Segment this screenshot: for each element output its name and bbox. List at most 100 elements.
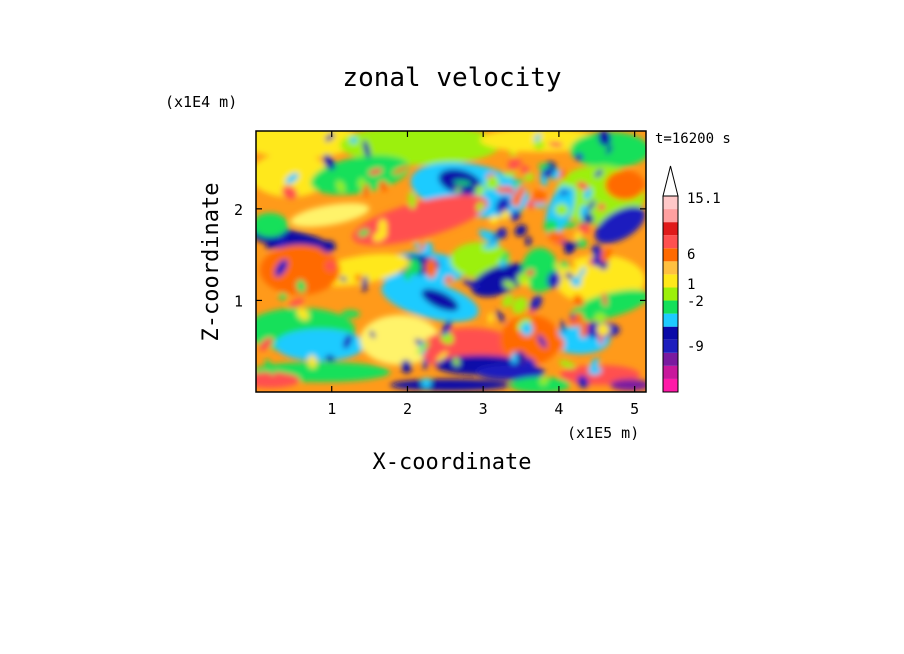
- field-patch: [597, 191, 607, 203]
- field-patch: [583, 213, 594, 224]
- field-patch: [559, 360, 576, 369]
- colorbar-bin: [663, 339, 678, 353]
- x-tick-label: 2: [403, 400, 412, 418]
- field-patch: [578, 224, 591, 234]
- field-patch: [565, 272, 573, 279]
- field-patch: [511, 193, 522, 207]
- field-patch: [256, 213, 288, 237]
- field-patch: [532, 189, 547, 204]
- field-patch: [392, 165, 409, 175]
- field-patch: [483, 242, 499, 249]
- field-patch: [577, 266, 586, 280]
- field-patch: [524, 357, 536, 373]
- field-patch: [422, 358, 428, 370]
- field-patch: [496, 227, 507, 240]
- field-patch: [500, 210, 510, 221]
- field-patch: [443, 275, 454, 284]
- colorbar-bin: [663, 378, 678, 392]
- colorbar-bin: [663, 222, 678, 236]
- field-patch: [495, 310, 505, 323]
- field-patch: [474, 185, 485, 196]
- x-tick-label: 5: [630, 400, 639, 418]
- field-patch: [273, 371, 285, 381]
- x-axis-label: X-coordinate: [373, 450, 532, 475]
- field-patch: [605, 170, 645, 200]
- field-patch: [512, 297, 528, 314]
- colorbar-bin: [663, 274, 678, 288]
- field-patch: [514, 367, 528, 378]
- field-patch: [512, 178, 524, 188]
- x-tick-label: 3: [479, 400, 488, 418]
- colorbar-bin: [663, 326, 678, 340]
- colorbar-bin: [663, 300, 678, 314]
- colorbar-frame: [662, 195, 679, 393]
- colorbar-tick-label: 1: [687, 277, 695, 293]
- colorbar-bin: [663, 287, 678, 301]
- field-patch: [547, 231, 564, 242]
- field-patch: [589, 357, 600, 370]
- field-patch: [362, 275, 368, 292]
- field-patch: [358, 229, 370, 237]
- field-patch: [336, 180, 345, 193]
- field-patch: [400, 359, 412, 374]
- colorbar-tick-label: 15.1: [687, 191, 721, 207]
- field-patch: [369, 330, 376, 339]
- field-patch: [484, 140, 497, 146]
- colorbar-bin: [663, 209, 678, 223]
- field-patch: [533, 140, 545, 150]
- colorbar-bin: [663, 365, 678, 379]
- field-patch: [533, 133, 542, 142]
- field-patch: [502, 171, 516, 178]
- field-patch: [521, 164, 530, 177]
- field-patch: [508, 143, 519, 154]
- colorbar-bin: [663, 196, 678, 210]
- colorbar-bin: [663, 261, 678, 275]
- field-patch: [594, 206, 646, 244]
- field-patch: [323, 154, 336, 171]
- field-patch: [281, 185, 298, 199]
- colorbar-tick-label: -2: [687, 294, 704, 310]
- field-patch: [508, 191, 515, 202]
- field-patch: [436, 351, 448, 363]
- field-patch: [588, 366, 602, 376]
- field-patch: [416, 341, 430, 354]
- field-patch: [563, 221, 579, 228]
- field-patch: [596, 323, 610, 336]
- colorbar: 15.1 6 1-2 -9: [662, 165, 721, 393]
- field-patch: [504, 186, 515, 195]
- field-patch: [296, 279, 306, 293]
- field-patch: [555, 337, 565, 351]
- x-unit-label: (x1E5 m): [567, 424, 639, 442]
- field-patch: [259, 337, 273, 351]
- field-patch: [579, 321, 588, 339]
- colorbar-bin: [663, 313, 678, 327]
- field-patch: [602, 292, 608, 307]
- y-unit-label: (x1E4 m): [165, 93, 237, 111]
- field-patch: [378, 180, 388, 192]
- field-patch: [355, 274, 362, 282]
- field-patch: [503, 280, 516, 289]
- field-patch: [577, 238, 587, 248]
- field-patch: [548, 141, 563, 147]
- colorbar-top-arrow: [662, 165, 679, 197]
- field-patch: [358, 178, 365, 189]
- plot-frame: [255, 130, 647, 393]
- field-patch: [561, 240, 568, 247]
- field-patch: [260, 245, 340, 295]
- field-patch: [525, 269, 535, 277]
- field-patch: [559, 190, 569, 196]
- field-patch: [594, 313, 606, 324]
- field-patch: [559, 261, 571, 269]
- field-patch: [408, 258, 421, 276]
- field-patch: [454, 187, 462, 193]
- field-patch: [288, 298, 304, 308]
- field-patch: [498, 260, 507, 268]
- field-patch: [570, 313, 576, 320]
- field-patch: [516, 351, 527, 362]
- field-patch: [567, 260, 575, 268]
- field-patch: [583, 158, 602, 166]
- field-patch: [510, 210, 521, 222]
- field-patch: [485, 176, 500, 190]
- field-patch: [562, 177, 576, 188]
